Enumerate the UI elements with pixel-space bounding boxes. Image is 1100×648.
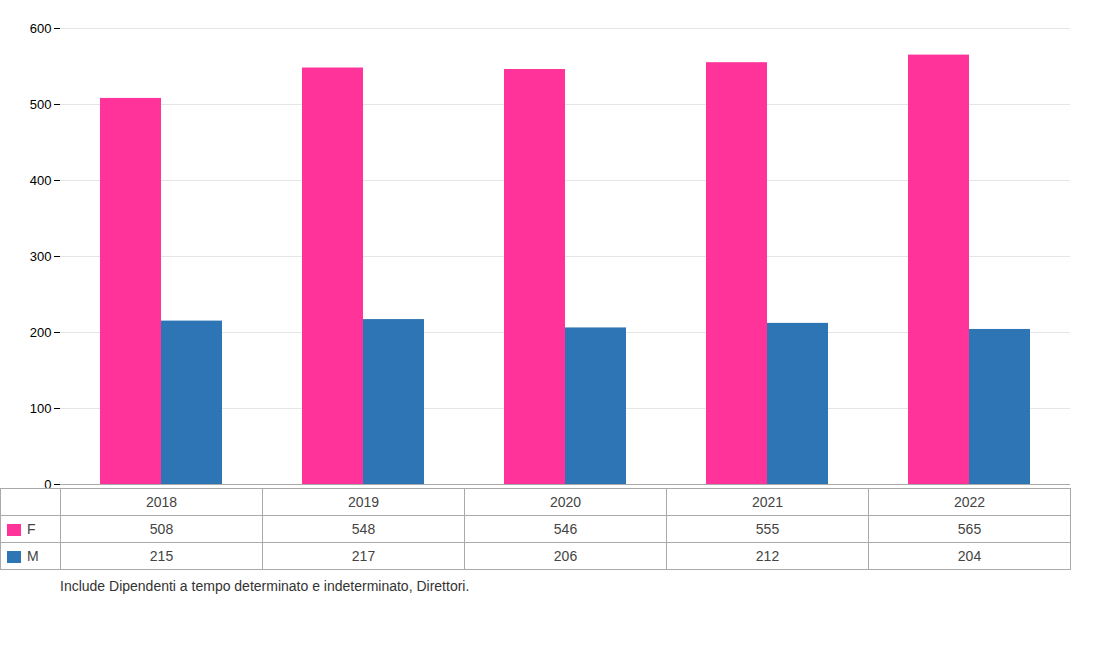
html-text:206: 206 — [553, 548, 578, 564]
html-text:555: 555 — [755, 521, 780, 537]
html-text:546: 546 — [553, 521, 578, 537]
svg-text:300: 300 — [30, 249, 52, 264]
svg-text:600: 600 — [30, 21, 52, 36]
html-text:2018: 2018 — [145, 494, 178, 510]
html-text:2019: 2019 — [347, 494, 380, 510]
svg-text:100: 100 — [30, 401, 52, 416]
html-text:2020: 2020 — [549, 494, 582, 510]
html-text:565: 565 — [957, 521, 982, 537]
svg-text:500: 500 — [30, 97, 52, 112]
html-text:2021: 2021 — [751, 494, 784, 510]
html-text:Include Dipendenti a tempo det: Include Dipendenti a tempo determinato e… — [60, 578, 470, 594]
html-text:215: 215 — [149, 548, 174, 564]
svg-text:0: 0 — [44, 477, 51, 488]
html-text:212: 212 — [755, 548, 780, 564]
html-text:M: M — [27, 548, 39, 564]
html-text:F: F — [27, 521, 36, 537]
html-text:508: 508 — [149, 521, 174, 537]
html-text:217: 217 — [351, 548, 376, 564]
svg-text:400: 400 — [30, 173, 52, 188]
html-text:548: 548 — [351, 521, 376, 537]
svg-text:200: 200 — [30, 325, 52, 340]
html-text:204: 204 — [957, 548, 982, 564]
html-text:2022: 2022 — [953, 494, 986, 510]
